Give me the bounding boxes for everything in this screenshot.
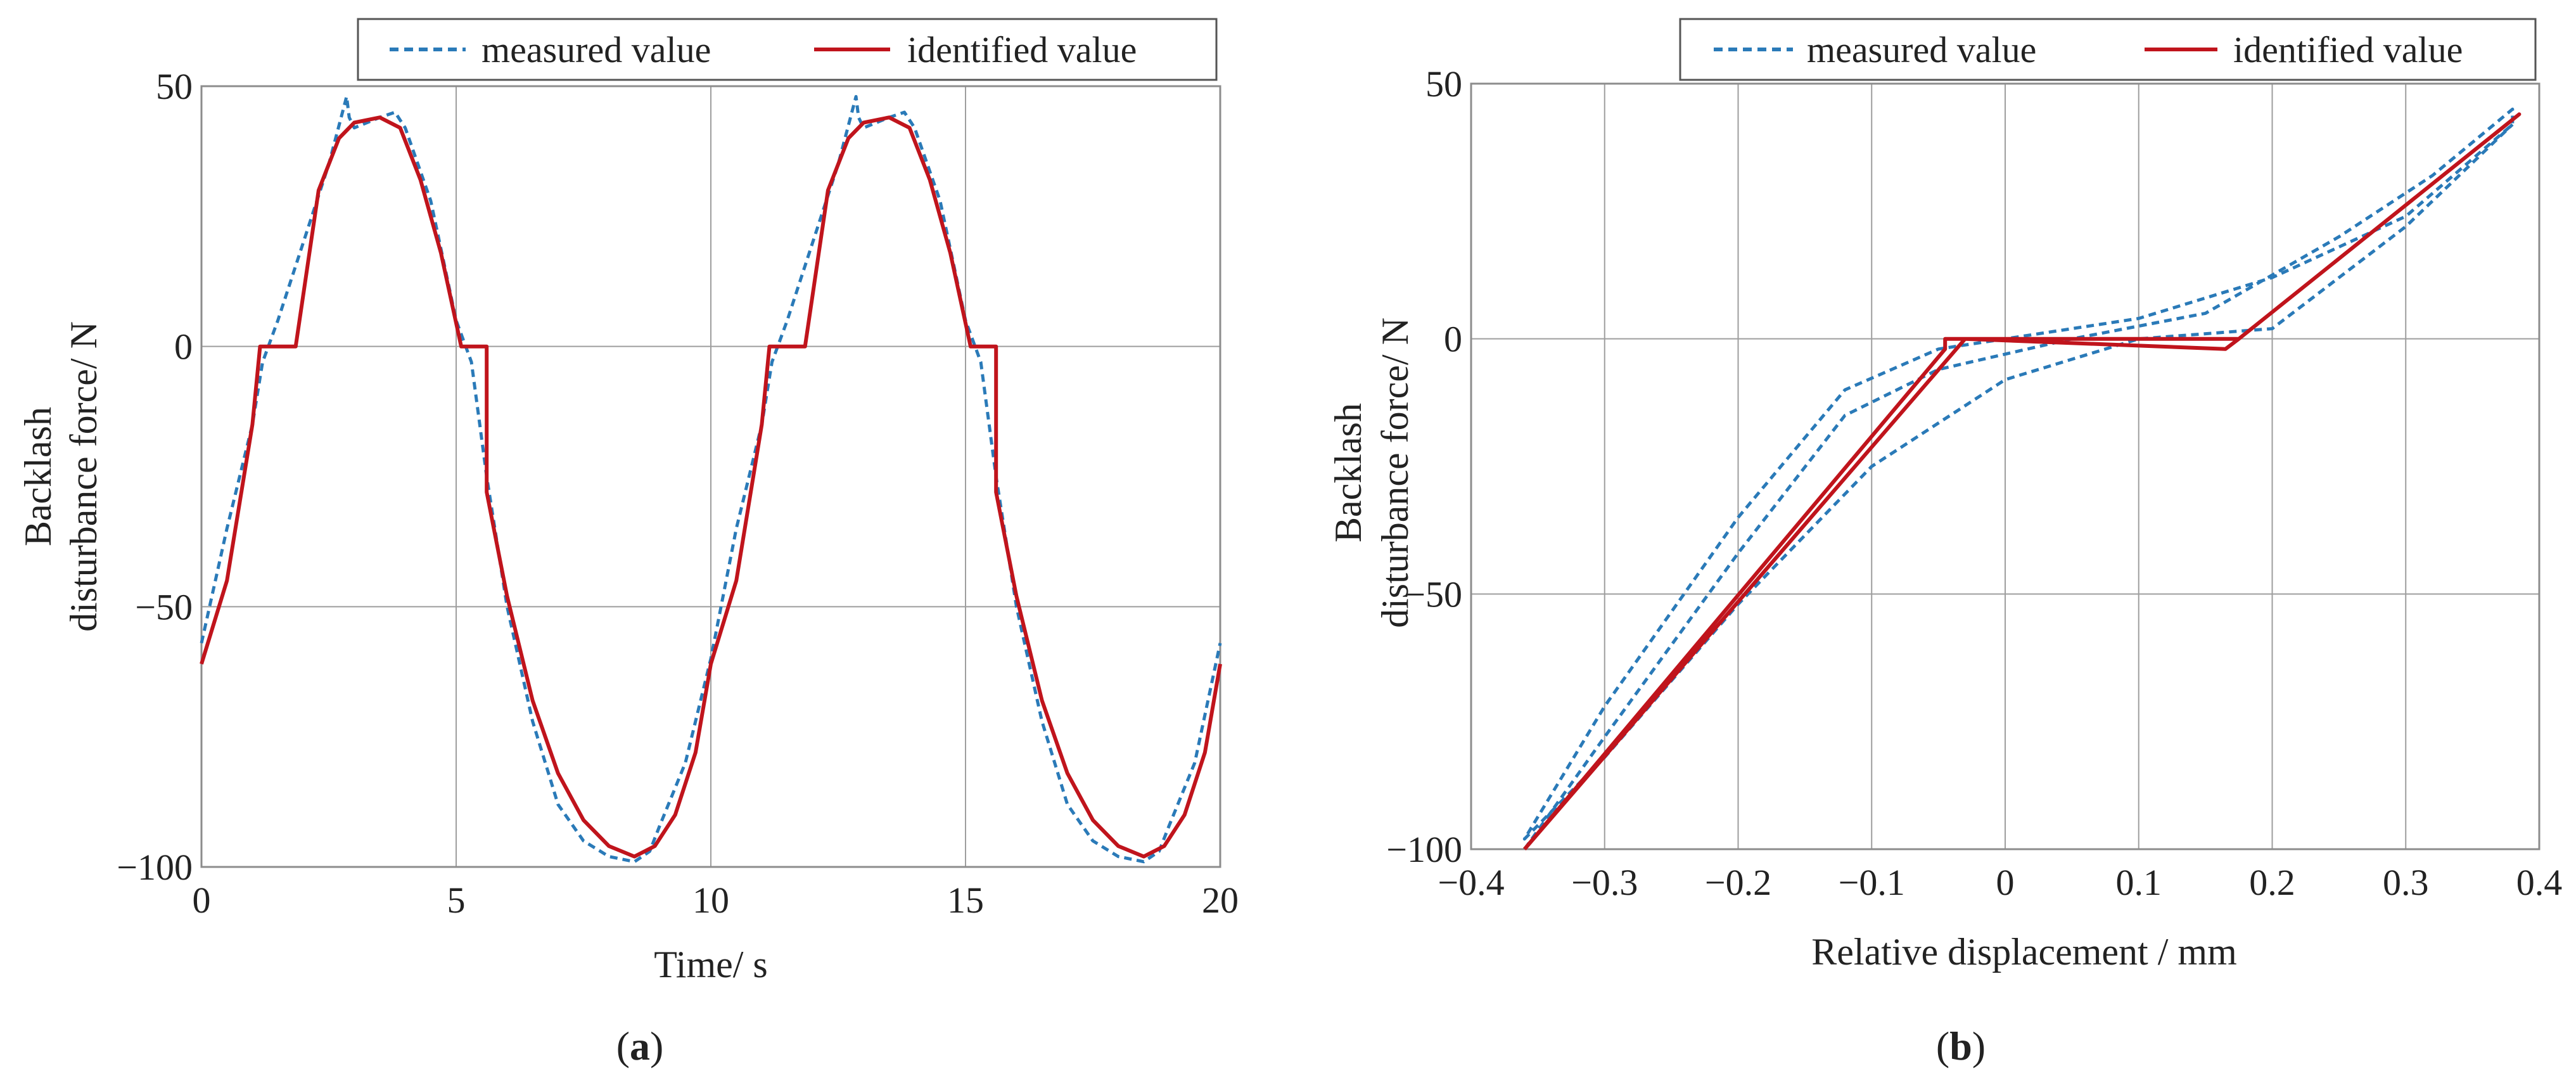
- y-tick-label: −50: [1405, 574, 1462, 615]
- legend-a: measured value identified value: [357, 18, 1218, 81]
- x-tick-label: 0: [193, 880, 211, 921]
- x-axis-label-b: Relative displacement / mm: [1811, 931, 2236, 973]
- panel-a: 0 5 10 15 20 −100 −50 0 50 Time/ s Backlash dist…: [17, 18, 1239, 1068]
- legend-box-a: [357, 18, 1218, 81]
- legend-measured-label-a: measured value: [481, 29, 711, 70]
- x-tick-label: −0.2: [1705, 862, 1771, 903]
- y-tick-label: 50: [156, 66, 193, 107]
- x-tick-label: 15: [947, 880, 984, 921]
- x-tick-label: −0.1: [1839, 862, 1905, 903]
- y-tick-label: −50: [135, 586, 193, 627]
- grid-a: [201, 86, 1220, 867]
- x-tick-label: 0.2: [2249, 862, 2295, 903]
- x-tick-label: −0.3: [1571, 862, 1638, 903]
- legend-identified-label-a: identified value: [907, 29, 1137, 70]
- legend-measured-label-b: measured value: [1807, 29, 2036, 70]
- series-identified-line: [1523, 112, 2522, 850]
- ticks-a: 0 5 10 15 20 −100 −50 0 50: [117, 66, 1239, 921]
- grid-b: [1471, 84, 2539, 849]
- legend-box-b: [1679, 18, 2537, 81]
- caption-b: (b): [1936, 1023, 1986, 1068]
- y-tick-label: 50: [1425, 63, 1462, 105]
- x-tick-label: 0.4: [2516, 862, 2563, 903]
- x-tick-label: 0.3: [2383, 862, 2429, 903]
- legend-identified-label-b: identified value: [2233, 29, 2463, 70]
- x-tick-label: 10: [692, 880, 729, 921]
- y-axis-label-b-line2: disturbance force/ N: [1374, 317, 1416, 628]
- y-tick-label: −100: [1386, 829, 1462, 870]
- caption-a: (a): [616, 1023, 664, 1068]
- series-a: [200, 94, 1222, 864]
- y-tick-label: 0: [1444, 319, 1462, 360]
- ticks-b: −0.4 −0.3 −0.2 −0.1 0 0.1 0.2 0.3 0.4 −100 −50 0 50: [1386, 63, 2562, 903]
- x-axis-label-a: Time/ s: [654, 944, 768, 985]
- series-b: [1522, 107, 2522, 850]
- plot-frame-b: [1470, 82, 2541, 850]
- x-tick-label: 0.1: [2116, 862, 2162, 903]
- x-tick-label: −0.4: [1438, 862, 1504, 903]
- y-tick-label: −100: [117, 847, 193, 888]
- caption-b-letter: b: [1949, 1023, 1972, 1068]
- plot-frame-a: [200, 85, 1221, 868]
- legend-b: measured value identified value: [1679, 18, 2537, 81]
- y-axis-label-a-line1: Backlash: [17, 407, 59, 546]
- x-tick-label: 0: [1996, 862, 2015, 903]
- series-measured-line: [1522, 107, 2515, 850]
- caption-a-letter: a: [630, 1023, 650, 1068]
- x-tick-label: 5: [447, 880, 466, 921]
- y-axis-label-a-line2: disturbance force/ N: [63, 321, 105, 632]
- series-identified-line: [200, 115, 1222, 859]
- panel-b: −0.4 −0.3 −0.2 −0.1 0 0.1 0.2 0.3 0.4−100−50050 …: [1327, 18, 2562, 1068]
- y-axis-label-b-line1: Backlash: [1327, 403, 1369, 542]
- x-tick-label: 20: [1202, 880, 1239, 921]
- y-tick-label: 0: [174, 326, 193, 368]
